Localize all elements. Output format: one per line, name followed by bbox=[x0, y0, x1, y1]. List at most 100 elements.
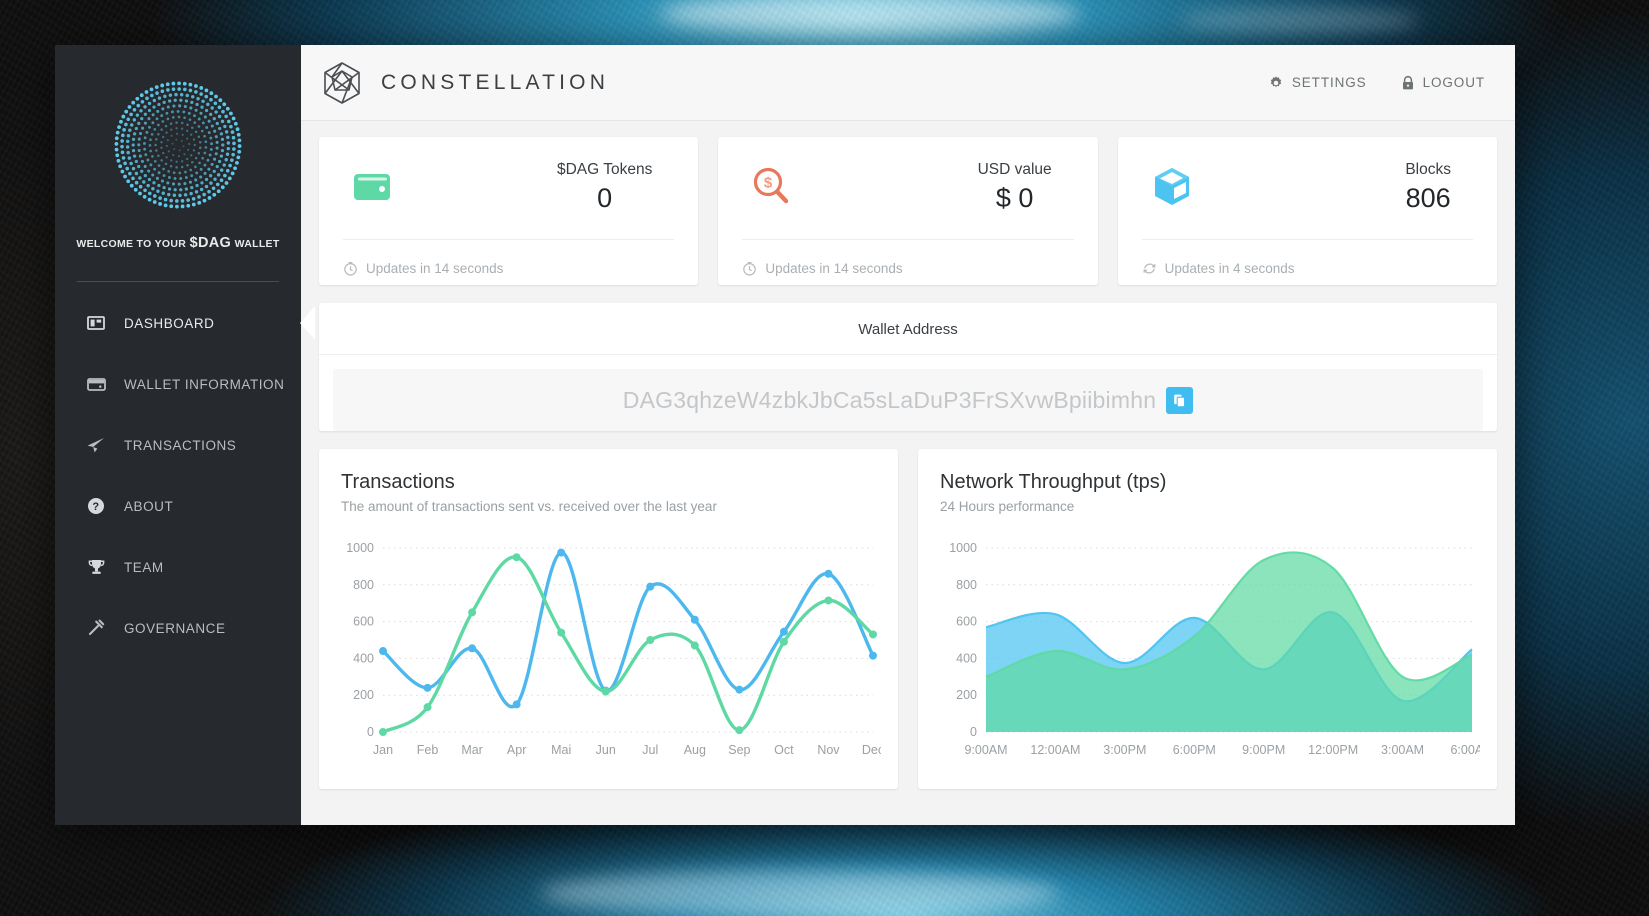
sidebar-item-dashboard[interactable]: DASHBOARD bbox=[55, 298, 315, 348]
gavel-icon bbox=[85, 617, 107, 639]
svg-text:Dec: Dec bbox=[862, 743, 881, 757]
stat-footer-text: Updates in 14 seconds bbox=[366, 261, 504, 276]
chart-subtitle: 24 Hours performance bbox=[940, 499, 1075, 514]
constellation-hexagon-logo-icon bbox=[319, 60, 365, 106]
svg-text:0: 0 bbox=[367, 725, 374, 739]
chart-title: Transactions bbox=[341, 471, 455, 493]
svg-text:0: 0 bbox=[970, 725, 977, 739]
transactions-chart-card: Transactions The amount of transactions … bbox=[319, 449, 898, 789]
sidebar-item-about[interactable]: ? ABOUT bbox=[55, 481, 301, 531]
svg-text:Jul: Jul bbox=[642, 743, 658, 757]
svg-text:Sep: Sep bbox=[728, 743, 750, 757]
sidebar-item-label: WALLET INFORMATION bbox=[124, 376, 285, 392]
wallet-app-window: WELCOME TO YOUR $DAG WALLET DASHBOARD WA… bbox=[55, 45, 1515, 825]
topbar: CONSTELLATION SETTINGS LOGOUT bbox=[301, 45, 1515, 121]
sidebar-item-label: DASHBOARD bbox=[124, 315, 215, 331]
stat-card-top: Blocks 806 bbox=[1142, 159, 1473, 215]
sidebar-item-governance[interactable]: GOVERNANCE bbox=[55, 603, 301, 653]
wallet-icon bbox=[85, 373, 107, 395]
wallet-address-title: Wallet Address bbox=[319, 303, 1497, 355]
wallet-address-box: DAG3qhzeW4zbkJbCa5sLaDuP3FrSXvwBpiibimhn bbox=[333, 369, 1483, 431]
welcome-token: $DAG bbox=[189, 235, 232, 251]
stat-card-top: $ USD value $ 0 bbox=[742, 159, 1073, 215]
cube-icon bbox=[1142, 159, 1204, 215]
dashboard-icon bbox=[85, 312, 107, 334]
sidebar-nav: DASHBOARD WALLET INFORMATION TRANSACTION… bbox=[55, 298, 315, 653]
svg-text:400: 400 bbox=[353, 651, 374, 665]
svg-text:12:00AM: 12:00AM bbox=[1030, 743, 1080, 757]
stat-card-footer: Updates in 14 seconds bbox=[742, 239, 1074, 285]
welcome-text: WELCOME TO YOUR $DAG WALLET bbox=[55, 235, 301, 251]
svg-text:3:00PM: 3:00PM bbox=[1103, 743, 1146, 757]
svg-text:Aug: Aug bbox=[684, 743, 706, 757]
svg-text:Mai: Mai bbox=[551, 743, 571, 757]
network-throughput-area-chart[interactable]: 0 200 400 600 800 1000 9:00AM 12:00AM 3:00PM 6:00… bbox=[940, 536, 1480, 772]
network-throughput-chart-card: Network Throughput (tps) 24 Hours perfor… bbox=[918, 449, 1497, 789]
question-mark-icon: ? bbox=[85, 495, 107, 517]
sidebar-divider bbox=[77, 281, 279, 282]
active-indicator-arrow bbox=[300, 306, 315, 340]
timer-icon bbox=[343, 261, 358, 276]
stat-card-text: USD value $ 0 bbox=[978, 161, 1074, 214]
stat-card-footer: Updates in 14 seconds bbox=[343, 239, 675, 285]
stat-card-text: $DAG Tokens 0 bbox=[557, 161, 674, 214]
paper-plane-icon bbox=[85, 434, 107, 456]
svg-text:Feb: Feb bbox=[417, 743, 439, 757]
transactions-line-chart[interactable]: 0 200 400 600 800 1000 Jan Feb Mar Apr Mai Jun Jul Au… bbox=[341, 536, 881, 772]
settings-button[interactable]: SETTINGS bbox=[1268, 75, 1367, 91]
sidebar-item-wallet-information[interactable]: WALLET INFORMATION bbox=[55, 359, 301, 409]
stat-label: Blocks bbox=[1405, 160, 1451, 178]
lock-icon bbox=[1401, 75, 1415, 91]
svg-text:Apr: Apr bbox=[507, 743, 526, 757]
svg-text:$: $ bbox=[764, 175, 773, 192]
stat-footer-text: Updates in 14 seconds bbox=[765, 261, 903, 276]
svg-text:200: 200 bbox=[956, 688, 977, 702]
stat-card-row: $DAG Tokens 0 Updates in 14 seconds bbox=[319, 137, 1497, 285]
copy-address-button[interactable] bbox=[1166, 386, 1194, 414]
svg-text:Jan: Jan bbox=[373, 743, 393, 757]
svg-text:9:00PM: 9:00PM bbox=[1242, 743, 1285, 757]
svg-text:3:00AM: 3:00AM bbox=[1381, 743, 1424, 757]
brand-name: CONSTELLATION bbox=[381, 70, 610, 94]
stat-label: $DAG Tokens bbox=[556, 160, 653, 178]
dollar-magnifier-icon: $ bbox=[742, 159, 804, 215]
svg-text:200: 200 bbox=[353, 688, 374, 702]
trophy-icon bbox=[85, 556, 107, 578]
chart-plot-area: 0 200 400 600 800 1000 9:00AM 12:00AM 3:00PM 6:00… bbox=[940, 536, 1480, 772]
chart-title: Network Throughput (tps) bbox=[940, 471, 1167, 493]
svg-text:1000: 1000 bbox=[949, 541, 977, 555]
brand[interactable]: CONSTELLATION bbox=[319, 60, 609, 106]
chart-subtitle: The amount of transactions sent vs. rece… bbox=[341, 499, 717, 514]
stat-value: $ 0 bbox=[995, 182, 1034, 213]
sidebar: WELCOME TO YOUR $DAG WALLET DASHBOARD WA… bbox=[55, 45, 315, 825]
svg-text:600: 600 bbox=[353, 615, 374, 629]
stat-card-text: Blocks 806 bbox=[1405, 161, 1473, 214]
wallet-address-value: DAG3qhzeW4zbkJbCa5sLaDuP3FrSXvwBpiibimhn bbox=[622, 386, 1157, 413]
stat-card-top: $DAG Tokens 0 bbox=[343, 159, 674, 215]
svg-text:9:00AM: 9:00AM bbox=[964, 743, 1007, 757]
stat-footer-text: Updates in 4 seconds bbox=[1164, 261, 1295, 276]
sidebar-item-label: TEAM bbox=[124, 559, 164, 575]
svg-text:6:00PM: 6:00PM bbox=[1173, 743, 1216, 757]
stat-value: 806 bbox=[1405, 182, 1451, 213]
refresh-icon bbox=[1142, 261, 1157, 276]
svg-text:6:00AM: 6:00AM bbox=[1450, 743, 1480, 757]
copy-icon bbox=[1172, 393, 1187, 408]
logout-button[interactable]: LOGOUT bbox=[1401, 75, 1485, 91]
svg-text:Mar: Mar bbox=[461, 743, 483, 757]
svg-text:Jun: Jun bbox=[596, 743, 616, 757]
dag-dotted-sphere-logo-svg bbox=[114, 81, 242, 209]
svg-text:1000: 1000 bbox=[346, 541, 374, 555]
sidebar-item-label: GOVERNANCE bbox=[124, 620, 226, 636]
sidebar-item-label: TRANSACTIONS bbox=[124, 437, 237, 453]
sidebar-item-team[interactable]: TEAM bbox=[55, 542, 301, 592]
wallet-icon bbox=[343, 159, 405, 215]
welcome-post: WALLET bbox=[234, 238, 280, 250]
sidebar-item-transactions[interactable]: TRANSACTIONS bbox=[55, 420, 301, 470]
timer-icon bbox=[742, 261, 757, 276]
stat-card-dag-tokens: $DAG Tokens 0 Updates in 14 seconds bbox=[319, 137, 699, 285]
topbar-actions: SETTINGS LOGOUT bbox=[1268, 75, 1485, 91]
sidebar-logo bbox=[55, 75, 301, 215]
stat-label: USD value bbox=[977, 160, 1052, 178]
svg-text:800: 800 bbox=[353, 578, 374, 592]
